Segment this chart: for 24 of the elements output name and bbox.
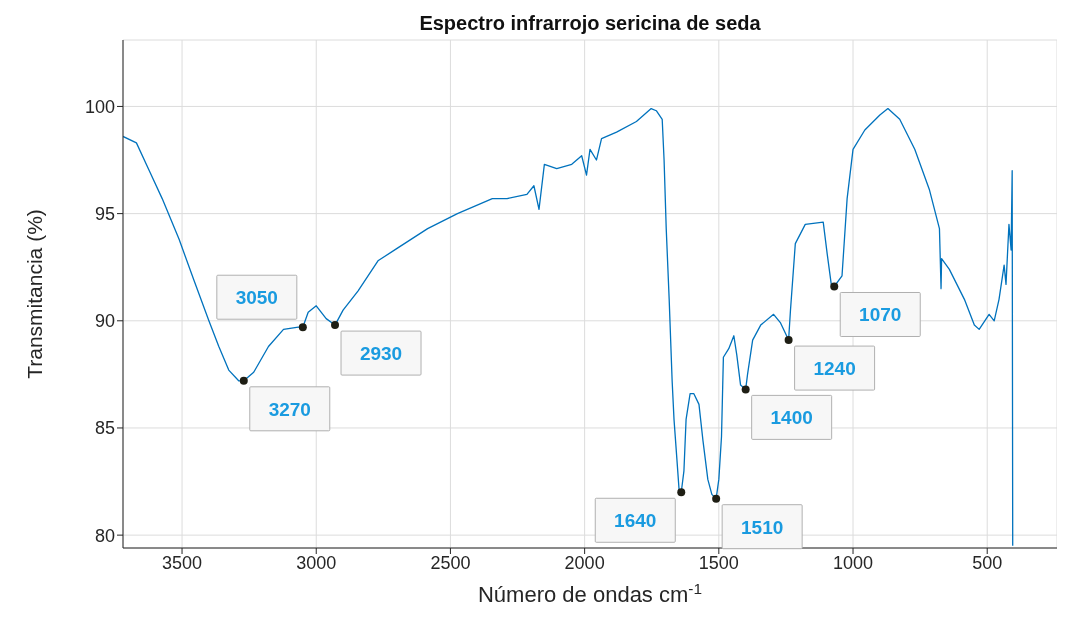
y-axis-title: Transmitancia (%) [23,209,47,379]
annotation: 1640 [614,510,657,532]
chart-title: Espectro infrarrojo sericina de seda [418,12,762,35]
x-tick-label: 1500 [698,552,739,573]
annotation: 1400 [770,407,813,429]
y-tick-label: 100 [84,96,115,117]
x-tick-label: 500 [972,552,1003,573]
annotation: 1510 [741,516,784,538]
x-axis-title: Número de ondas cm$^{-1}$ [477,579,703,607]
y-tick-label: 95 [94,204,115,225]
x-tick-label: 1000 [833,552,874,573]
y-tick-label: 80 [94,525,115,546]
line-series [123,107,1014,547]
y-tick-label: 85 [94,418,115,439]
y-tick-label: 90 [94,311,115,332]
annotation: 1240 [813,358,856,380]
x-tick-label: 2500 [430,552,471,573]
x-tick-label: 2000 [564,552,605,573]
annotation: 3270 [268,398,311,420]
annotation: 2930 [359,343,403,365]
annotation: 3050 [235,287,278,309]
annotation: 1070 [859,304,902,326]
x-tick-label: 3500 [162,552,203,573]
x-tick-label: 3000 [296,552,337,573]
